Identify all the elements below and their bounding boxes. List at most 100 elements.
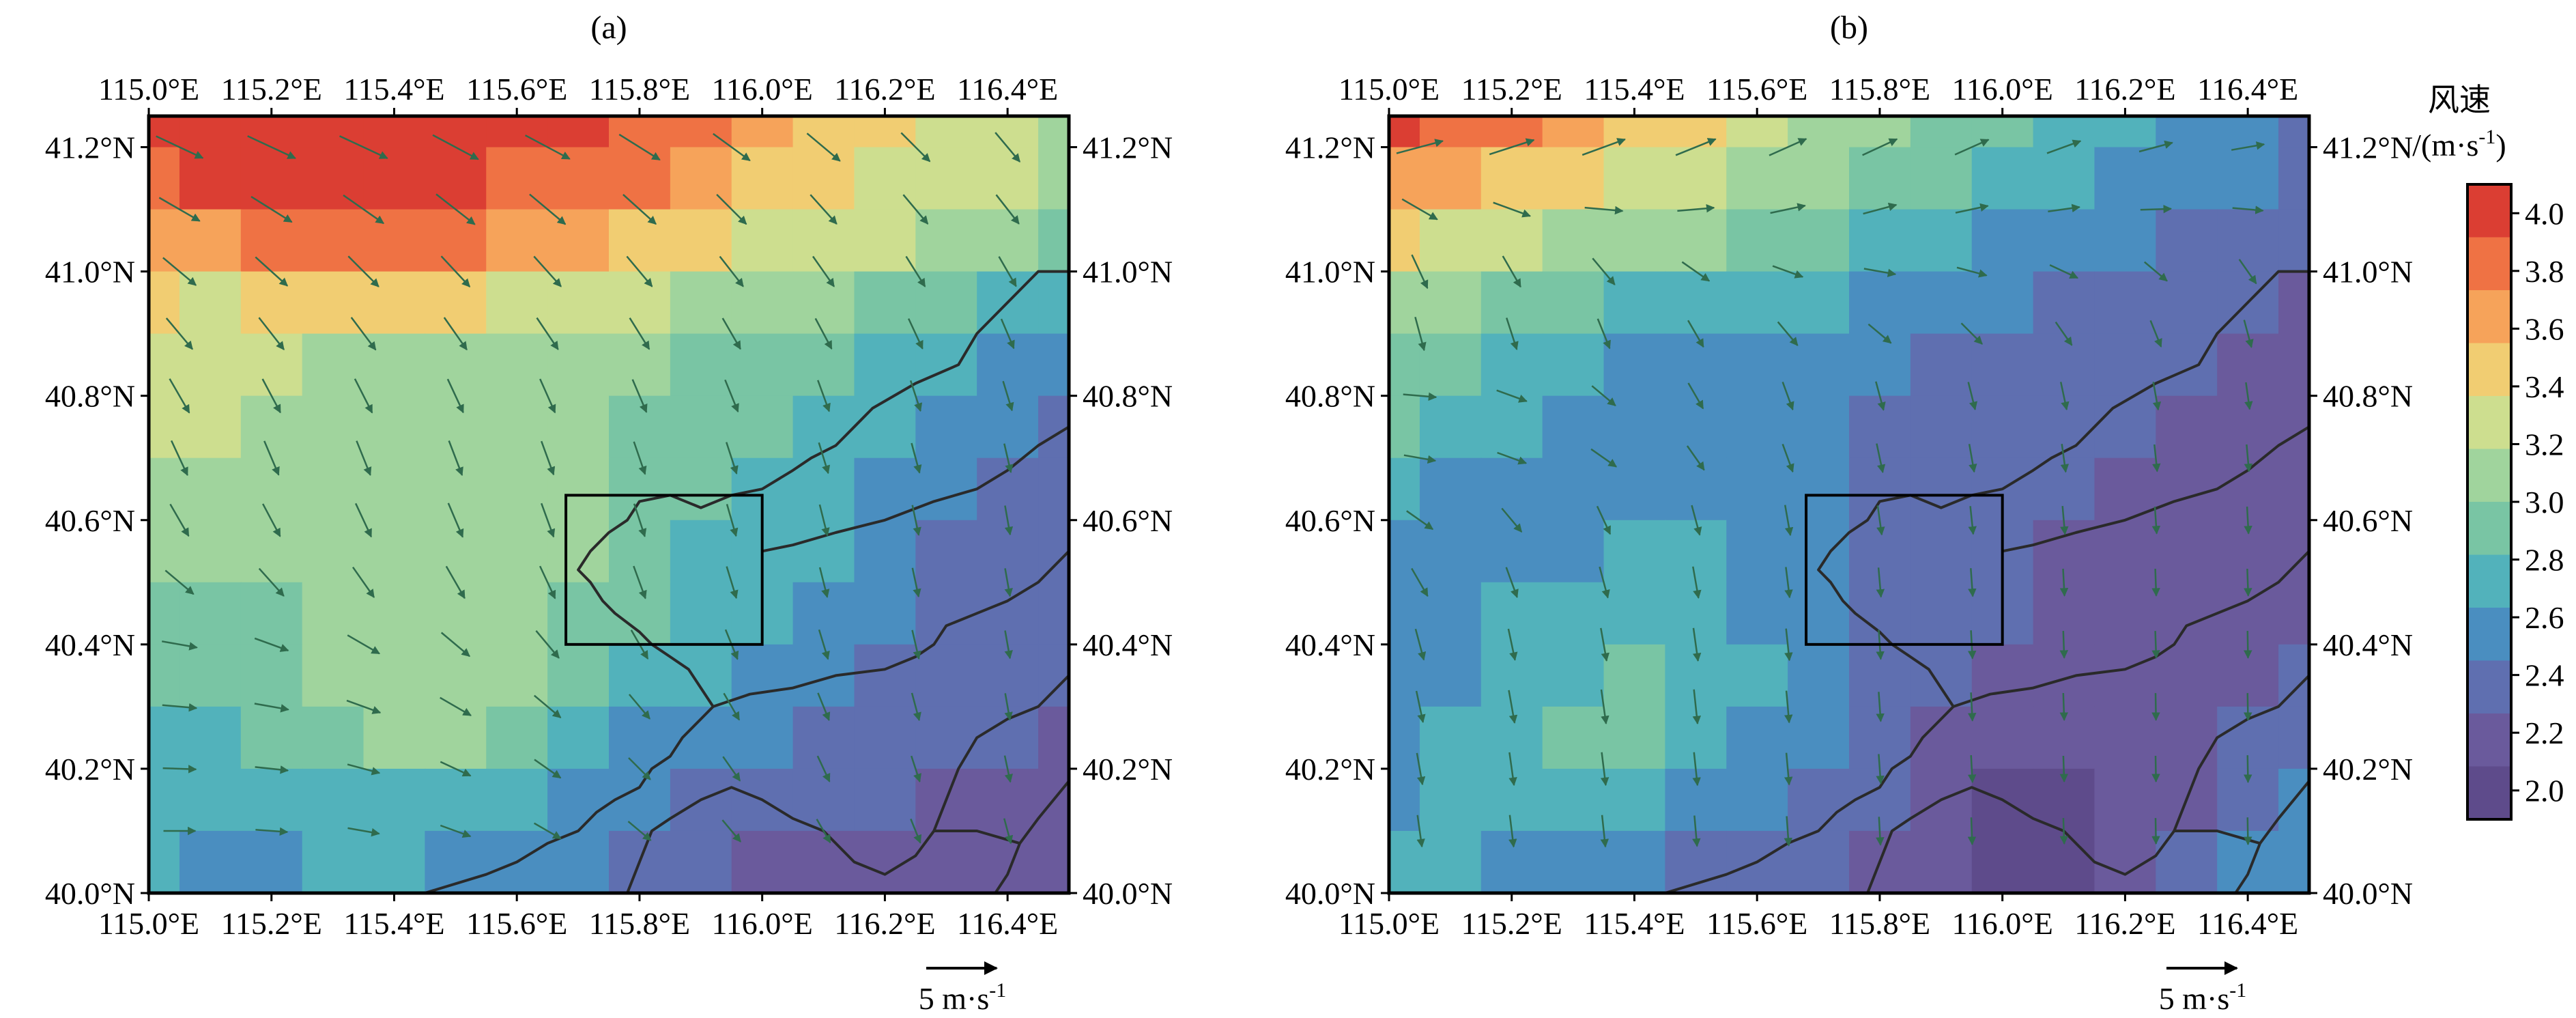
map-panel-b: (b) 115.0°E115.0°E115.2°E115.2°E115.4°E1… <box>1285 10 2413 1016</box>
speed-cell <box>792 830 855 893</box>
speed-cell <box>2156 147 2218 210</box>
speed-cell <box>149 520 180 583</box>
y-tick-label-right: 40.4°N <box>1083 627 1173 662</box>
speed-cell <box>363 116 426 148</box>
wind-arrow <box>814 317 833 350</box>
x-tick-label-top: 116.4°E <box>2197 72 2298 107</box>
wind-arrow <box>1396 139 1444 154</box>
y-tick-label-right: 40.4°N <box>2323 627 2413 662</box>
speed-cell <box>1849 520 1911 583</box>
wind-arrow <box>1403 392 1437 401</box>
speed-cell <box>915 209 978 272</box>
wind-arrow <box>716 194 747 225</box>
speed-cell <box>425 271 487 335</box>
speed-cell <box>302 457 364 521</box>
speed-cell <box>179 333 242 397</box>
x-tick-label-top: 115.2°E <box>1461 72 1562 107</box>
wind-arrow <box>1600 627 1609 662</box>
y-tick-label-left: 41.2°N <box>45 130 135 165</box>
y-tick-label-right: 41.0°N <box>1083 255 1173 289</box>
wind-arrow <box>1582 138 1626 156</box>
wind-arrow <box>432 134 479 160</box>
colorbar-swatch <box>2467 713 2511 767</box>
speed-cell <box>1726 147 1789 210</box>
reference-vector-b: 5 m·s-1 <box>2159 961 2246 1016</box>
reference-vector-a-exponent: -1 <box>989 979 1006 1002</box>
speed-cell <box>302 706 364 769</box>
speed-cell <box>609 706 671 769</box>
speed-cell <box>915 395 978 459</box>
speed-cell <box>2094 147 2157 210</box>
speed-cell <box>1480 768 1543 832</box>
wind-arrow <box>817 380 831 412</box>
speed-cell <box>609 520 671 583</box>
wind-arrow <box>1876 505 1885 536</box>
wind-arrow <box>1876 692 1885 722</box>
speed-cell <box>2033 271 2095 335</box>
speed-cell <box>1726 333 1789 397</box>
speed-cell <box>240 271 303 335</box>
speed-cell <box>1726 395 1789 459</box>
speed-cell <box>1603 582 1666 645</box>
boundary-line <box>762 425 1069 553</box>
speed-cell <box>609 209 671 272</box>
colorbar-tick-label: 2.2 <box>2525 716 2564 750</box>
speed-cell <box>2033 333 2095 397</box>
speed-cell <box>854 582 917 645</box>
y-tick-label-right: 40.0°N <box>1083 876 1173 911</box>
wind-arrow <box>994 132 1021 162</box>
x-tick-label-bottom: 115.8°E <box>589 906 690 941</box>
speed-cell <box>792 147 855 210</box>
speed-cell <box>425 333 487 397</box>
wind-arrow <box>525 135 571 160</box>
colorbar-swatch <box>2467 184 2511 238</box>
wind-arrow <box>164 569 195 595</box>
y-tick-label-left: 41.0°N <box>1285 255 1375 289</box>
speed-cell <box>2094 644 2157 707</box>
wind-arrow <box>2059 755 2069 783</box>
speed-cell <box>1419 706 1482 769</box>
speed-cell <box>179 271 242 335</box>
speed-cell <box>486 520 549 583</box>
speed-cell <box>2033 457 2095 521</box>
x-tick-label-top: 115.4°E <box>343 72 444 107</box>
speed-cell <box>854 706 917 769</box>
speed-cell <box>302 582 364 645</box>
speed-cell <box>2278 395 2309 459</box>
speed-cell <box>2217 147 2280 210</box>
reference-vector-b-exponent: -1 <box>2229 979 2246 1002</box>
wind-arrow <box>440 632 470 658</box>
speed-cell <box>1389 457 1420 521</box>
y-tick-label-right: 40.6°N <box>1083 503 1173 538</box>
x-tick-label-top: 116.2°E <box>2074 72 2175 107</box>
speed-cell <box>1603 395 1666 459</box>
speed-cell <box>547 582 610 645</box>
speed-cell <box>1389 147 1420 210</box>
boundary-line <box>713 550 1069 708</box>
speed-cell <box>1910 644 1973 707</box>
wind-arrow <box>1508 690 1518 724</box>
speed-cell <box>2156 644 2218 707</box>
wind-arrow <box>628 694 650 720</box>
speed-cell <box>1849 395 1911 459</box>
speed-cell <box>149 644 180 707</box>
reference-vector-b-unit: m·s <box>2182 981 2229 1016</box>
wind-arrow <box>1876 817 1885 846</box>
speed-cell <box>1665 116 1728 148</box>
wind-arrow <box>1415 690 1426 724</box>
y-tick-label-right: 40.8°N <box>1083 379 1173 414</box>
wind-arrow <box>1506 317 1519 350</box>
wind-arrow <box>1967 755 1977 783</box>
wind-arrow <box>1508 815 1517 848</box>
wind-arrow <box>902 194 929 225</box>
wind-arrow <box>529 193 567 225</box>
speed-cell <box>425 116 487 148</box>
speed-cell <box>1389 116 1420 148</box>
speed-cell <box>1480 520 1543 583</box>
x-tick-label-bottom: 116.4°E <box>2197 906 2298 941</box>
speed-cell <box>486 147 549 210</box>
speed-cell <box>915 457 978 521</box>
speed-cell <box>1389 644 1420 707</box>
wind-arrow <box>2238 259 2257 285</box>
speed-cell <box>1480 209 1543 272</box>
